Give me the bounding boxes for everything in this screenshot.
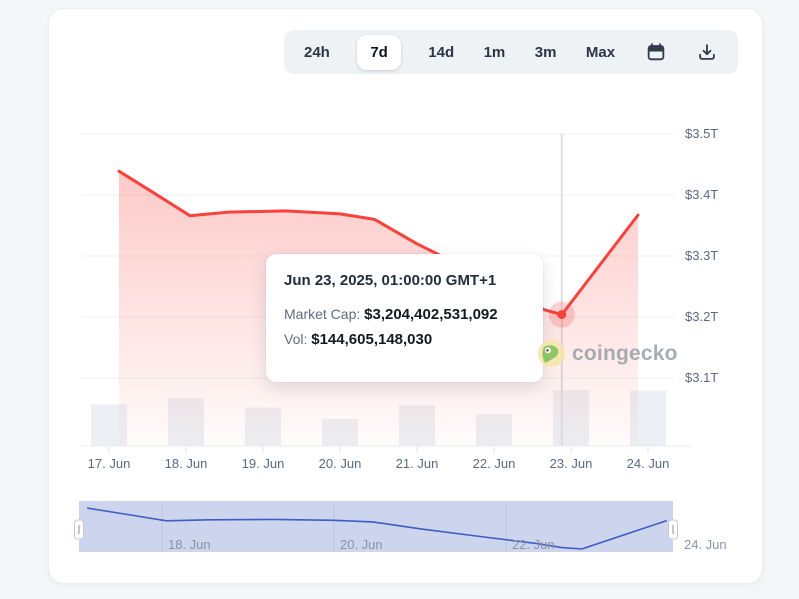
navigator-axis-label: 20. Jun (340, 537, 383, 552)
tooltip-vol-value: $144,605,148,030 (311, 331, 433, 348)
range-button-max[interactable]: Max (584, 37, 617, 68)
navigator-right-handle[interactable] (668, 519, 678, 540)
navigator-axis-label: 24. Jun (684, 537, 727, 552)
navigator-track[interactable] (79, 501, 673, 552)
download-button[interactable] (694, 39, 720, 65)
tooltip-vol-label: Vol: (284, 331, 308, 347)
tooltip-market-cap-value: $3,204,402,531,092 (364, 306, 498, 323)
y-axis-label: $3.4T (685, 187, 719, 202)
x-axis-label: 24. Jun (626, 456, 670, 471)
download-icon (696, 41, 718, 63)
calendar-button[interactable] (643, 39, 669, 65)
y-axis-label: $3.5T (685, 126, 719, 141)
x-axis-label: 19. Jun (241, 456, 285, 471)
range-button-24h[interactable]: 24h (302, 37, 332, 68)
navigator-axis-label: 18. Jun (168, 537, 211, 552)
time-range-toolbar: 24h 7d 14d 1m 3m Max (284, 30, 738, 74)
chart-card: 24h 7d 14d 1m 3m Max $3.5T $3.4T $3.3T $3.2T $3.1… (48, 8, 763, 584)
chart-tooltip: Jun 23, 2025, 01:00:00 GMT+1 Market Cap:… (266, 254, 543, 382)
y-axis-label: $3.2T (685, 309, 719, 324)
x-axis-label: 22. Jun (472, 456, 516, 471)
x-axis-label: 17. Jun (87, 456, 131, 471)
tooltip-market-cap-row: Market Cap: $3,204,402,531,092 (284, 305, 525, 324)
calendar-icon (645, 41, 667, 63)
market-cap-line (117, 169, 640, 317)
x-axis-label: 21. Jun (395, 456, 439, 471)
range-button-1m[interactable]: 1m (482, 37, 508, 68)
range-button-14d[interactable]: 14d (426, 37, 456, 68)
x-axis-label: 20. Jun (318, 456, 362, 471)
range-button-3m[interactable]: 3m (533, 37, 559, 68)
x-axis-label: 23. Jun (549, 456, 593, 471)
range-button-7d[interactable]: 7d (357, 34, 401, 70)
tooltip-vol-row: Vol: $144,605,148,030 (284, 330, 525, 349)
y-axis-label: $3.3T (685, 248, 719, 263)
tooltip-market-cap-label: Market Cap: (284, 306, 361, 322)
y-axis-label: $3.1T (685, 370, 719, 385)
navigator-line (87, 507, 668, 550)
navigator-axis-label: 22. Jun (512, 537, 555, 552)
marker-dot (557, 310, 567, 320)
tooltip-date: Jun 23, 2025, 01:00:00 GMT+1 (284, 272, 497, 289)
navigator-left-handle[interactable] (74, 519, 84, 540)
x-axis-label: 18. Jun (164, 456, 208, 471)
